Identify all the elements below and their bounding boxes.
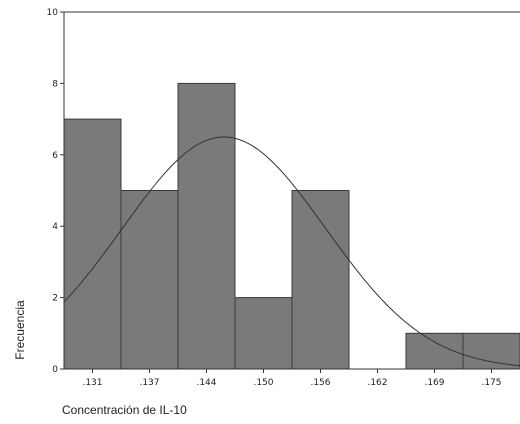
x-tick-label: .137 — [139, 378, 159, 388]
histogram-bar — [291, 190, 350, 370]
histogram-bar — [63, 118, 122, 370]
x-tick-label: .169 — [424, 378, 444, 388]
y-tick-label: 8 — [52, 79, 58, 89]
histogram-bar — [120, 190, 179, 370]
histogram-bar — [177, 82, 236, 370]
y-axis-ticks: 0 2 4 6 8 10 — [47, 8, 64, 375]
y-tick-label: 0 — [52, 365, 58, 375]
normal-curve — [63, 136, 520, 367]
y-tick-label: 2 — [52, 294, 58, 304]
x-tick-label: .156 — [310, 378, 330, 388]
y-tick-label: 10 — [47, 8, 59, 18]
x-axis-title: Concentración de IL-10 — [62, 403, 187, 417]
x-tick-label: .175 — [481, 378, 501, 388]
y-tick-label: 4 — [52, 222, 58, 232]
x-tick-label: .131 — [82, 378, 102, 388]
y-axis-title: Frecuencia — [13, 300, 27, 360]
bars-group — [63, 82, 520, 370]
plot-frame — [63, 11, 520, 370]
histogram-bar — [462, 332, 520, 370]
histogram-bar — [234, 297, 293, 370]
x-tick-label: .150 — [253, 378, 273, 388]
x-axis-ticks: .131 .137 .144 .150 .156 .162 .169 .175 — [82, 369, 502, 388]
y-tick-label: 6 — [52, 151, 58, 161]
x-tick-label: .162 — [367, 378, 387, 388]
x-tick-label: .144 — [196, 378, 216, 388]
